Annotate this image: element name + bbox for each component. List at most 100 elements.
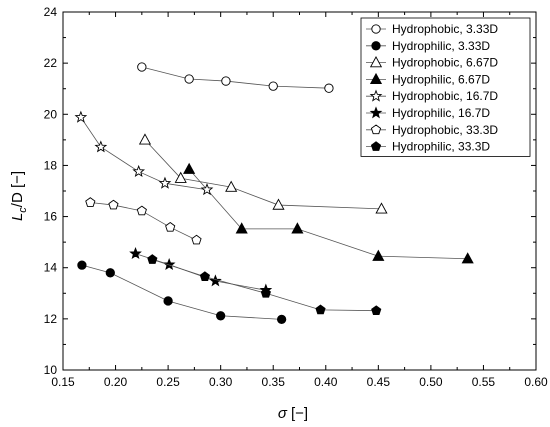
y-tick-label: 10 <box>44 363 58 377</box>
data-point <box>137 62 147 72</box>
data-point <box>260 287 271 298</box>
x-tick-label: 0.40 <box>314 375 338 389</box>
x-tick-label: 0.20 <box>104 375 128 389</box>
data-point <box>216 311 226 321</box>
x-tick-label: 0.25 <box>156 375 180 389</box>
data-point <box>163 296 173 306</box>
data-point <box>200 183 214 196</box>
series-line <box>141 66 329 89</box>
data-point <box>375 202 388 214</box>
legend-item: Hydrophilic, 16.7D <box>366 106 490 120</box>
legend-marker <box>370 141 382 151</box>
data-point <box>461 252 474 264</box>
data-point <box>184 74 194 84</box>
x-axis-label-symbol: σ <box>278 405 288 422</box>
data-point <box>94 140 108 153</box>
data-point <box>129 246 142 260</box>
y-axis-label-rest: /D [−] <box>9 171 26 207</box>
data-point <box>77 260 87 270</box>
data-point <box>225 180 238 192</box>
series <box>147 254 382 316</box>
legend-label: Hydrophobic, 6.67D <box>392 56 498 70</box>
data-point <box>199 271 210 281</box>
x-tick-label: 0.60 <box>524 375 548 389</box>
data-point <box>105 268 115 278</box>
data-point <box>221 76 231 86</box>
data-point <box>108 199 119 210</box>
x-axis-label: σ [−] <box>278 405 308 422</box>
x-axis-label-unit: [−] <box>291 405 308 422</box>
legend-marker <box>369 56 383 68</box>
data-point <box>74 110 88 123</box>
legend-label: Hydrophobic, 33.3D <box>392 123 498 137</box>
legend-marker <box>370 124 382 135</box>
data-point <box>291 222 304 234</box>
series <box>137 62 334 93</box>
legend-item: Hydrophobic, 3.33D <box>366 22 498 36</box>
legend-box <box>360 17 531 157</box>
legend-label: Hydrophilic, 33.3D <box>392 140 490 154</box>
y-axis-label-subscript: c <box>17 207 29 213</box>
data-point <box>162 257 176 271</box>
x-tick-label: 0.50 <box>419 375 443 389</box>
legend-label: Hydrophobic, 3.33D <box>392 22 498 36</box>
legend-marker <box>369 72 383 85</box>
x-tick-label: 0.30 <box>209 375 233 389</box>
legend: Hydrophobic, 3.33D Hydrophilic, 3.33D Hydr… <box>360 17 531 157</box>
series <box>85 197 202 245</box>
data-point <box>136 205 147 216</box>
x-tick-label: 0.55 <box>472 375 496 389</box>
data-point <box>276 314 287 325</box>
legend-label: Hydrophobic, 16.7D <box>392 89 498 103</box>
y-tick-label: 20 <box>44 107 58 121</box>
data-point <box>272 198 285 210</box>
series-line <box>80 117 208 191</box>
data-point <box>191 234 202 245</box>
legend-marker <box>371 24 381 34</box>
data-point <box>268 81 278 91</box>
legend-item: Hydrophobic, 33.3D <box>366 123 498 137</box>
legend-marker <box>369 89 383 102</box>
series <box>183 162 474 264</box>
series <box>138 133 388 214</box>
legend-item: Hydrophilic, 33.3D <box>366 140 490 154</box>
series <box>77 260 287 325</box>
data-point <box>371 305 382 316</box>
data-point <box>165 221 176 232</box>
x-tick-label: 0.45 <box>367 375 391 389</box>
series <box>74 110 214 196</box>
y-tick-label: 14 <box>44 261 58 275</box>
legend-item: Hydrophilic, 3.33D <box>366 39 490 53</box>
legend-label: Hydrophilic, 3.33D <box>392 39 490 53</box>
data-point <box>372 249 385 261</box>
y-tick-label: 18 <box>44 158 58 172</box>
legend-marker <box>371 41 381 51</box>
data-point <box>324 83 334 93</box>
data-point <box>147 254 158 264</box>
legend-label: Hydrophilic, 6.67D <box>392 72 490 86</box>
data-point <box>85 197 96 207</box>
legend-item: Hydrophilic, 6.67D <box>366 72 490 86</box>
data-point <box>209 274 222 287</box>
data-point <box>235 222 248 234</box>
data-point <box>183 162 196 174</box>
plot-area <box>74 62 474 325</box>
legend-marker <box>369 106 383 119</box>
series-line <box>152 259 377 312</box>
y-axis-label: Lc/D [−] <box>9 171 29 221</box>
y-axis-label-main: L <box>9 213 26 221</box>
x-tick-label: 0.35 <box>262 375 286 389</box>
y-tick-label: 24 <box>44 5 58 19</box>
y-tick-label: 16 <box>44 210 58 224</box>
legend-label: Hydrophilic, 16.7D <box>392 106 490 120</box>
y-tick-label: 12 <box>44 312 58 326</box>
y-tick-label: 22 <box>44 56 58 70</box>
data-point <box>158 176 172 189</box>
data-point <box>315 304 326 315</box>
legend-item: Hydrophobic, 16.7D <box>366 89 498 103</box>
legend-item: Hydrophobic, 6.67D <box>366 56 498 70</box>
axes: 0.15 0.20 0.25 0.30 0.35 0.40 0.45 0.50 0.55 0.60… <box>44 5 548 389</box>
x-tick-label: 0.15 <box>51 375 75 389</box>
data-point <box>132 164 146 177</box>
